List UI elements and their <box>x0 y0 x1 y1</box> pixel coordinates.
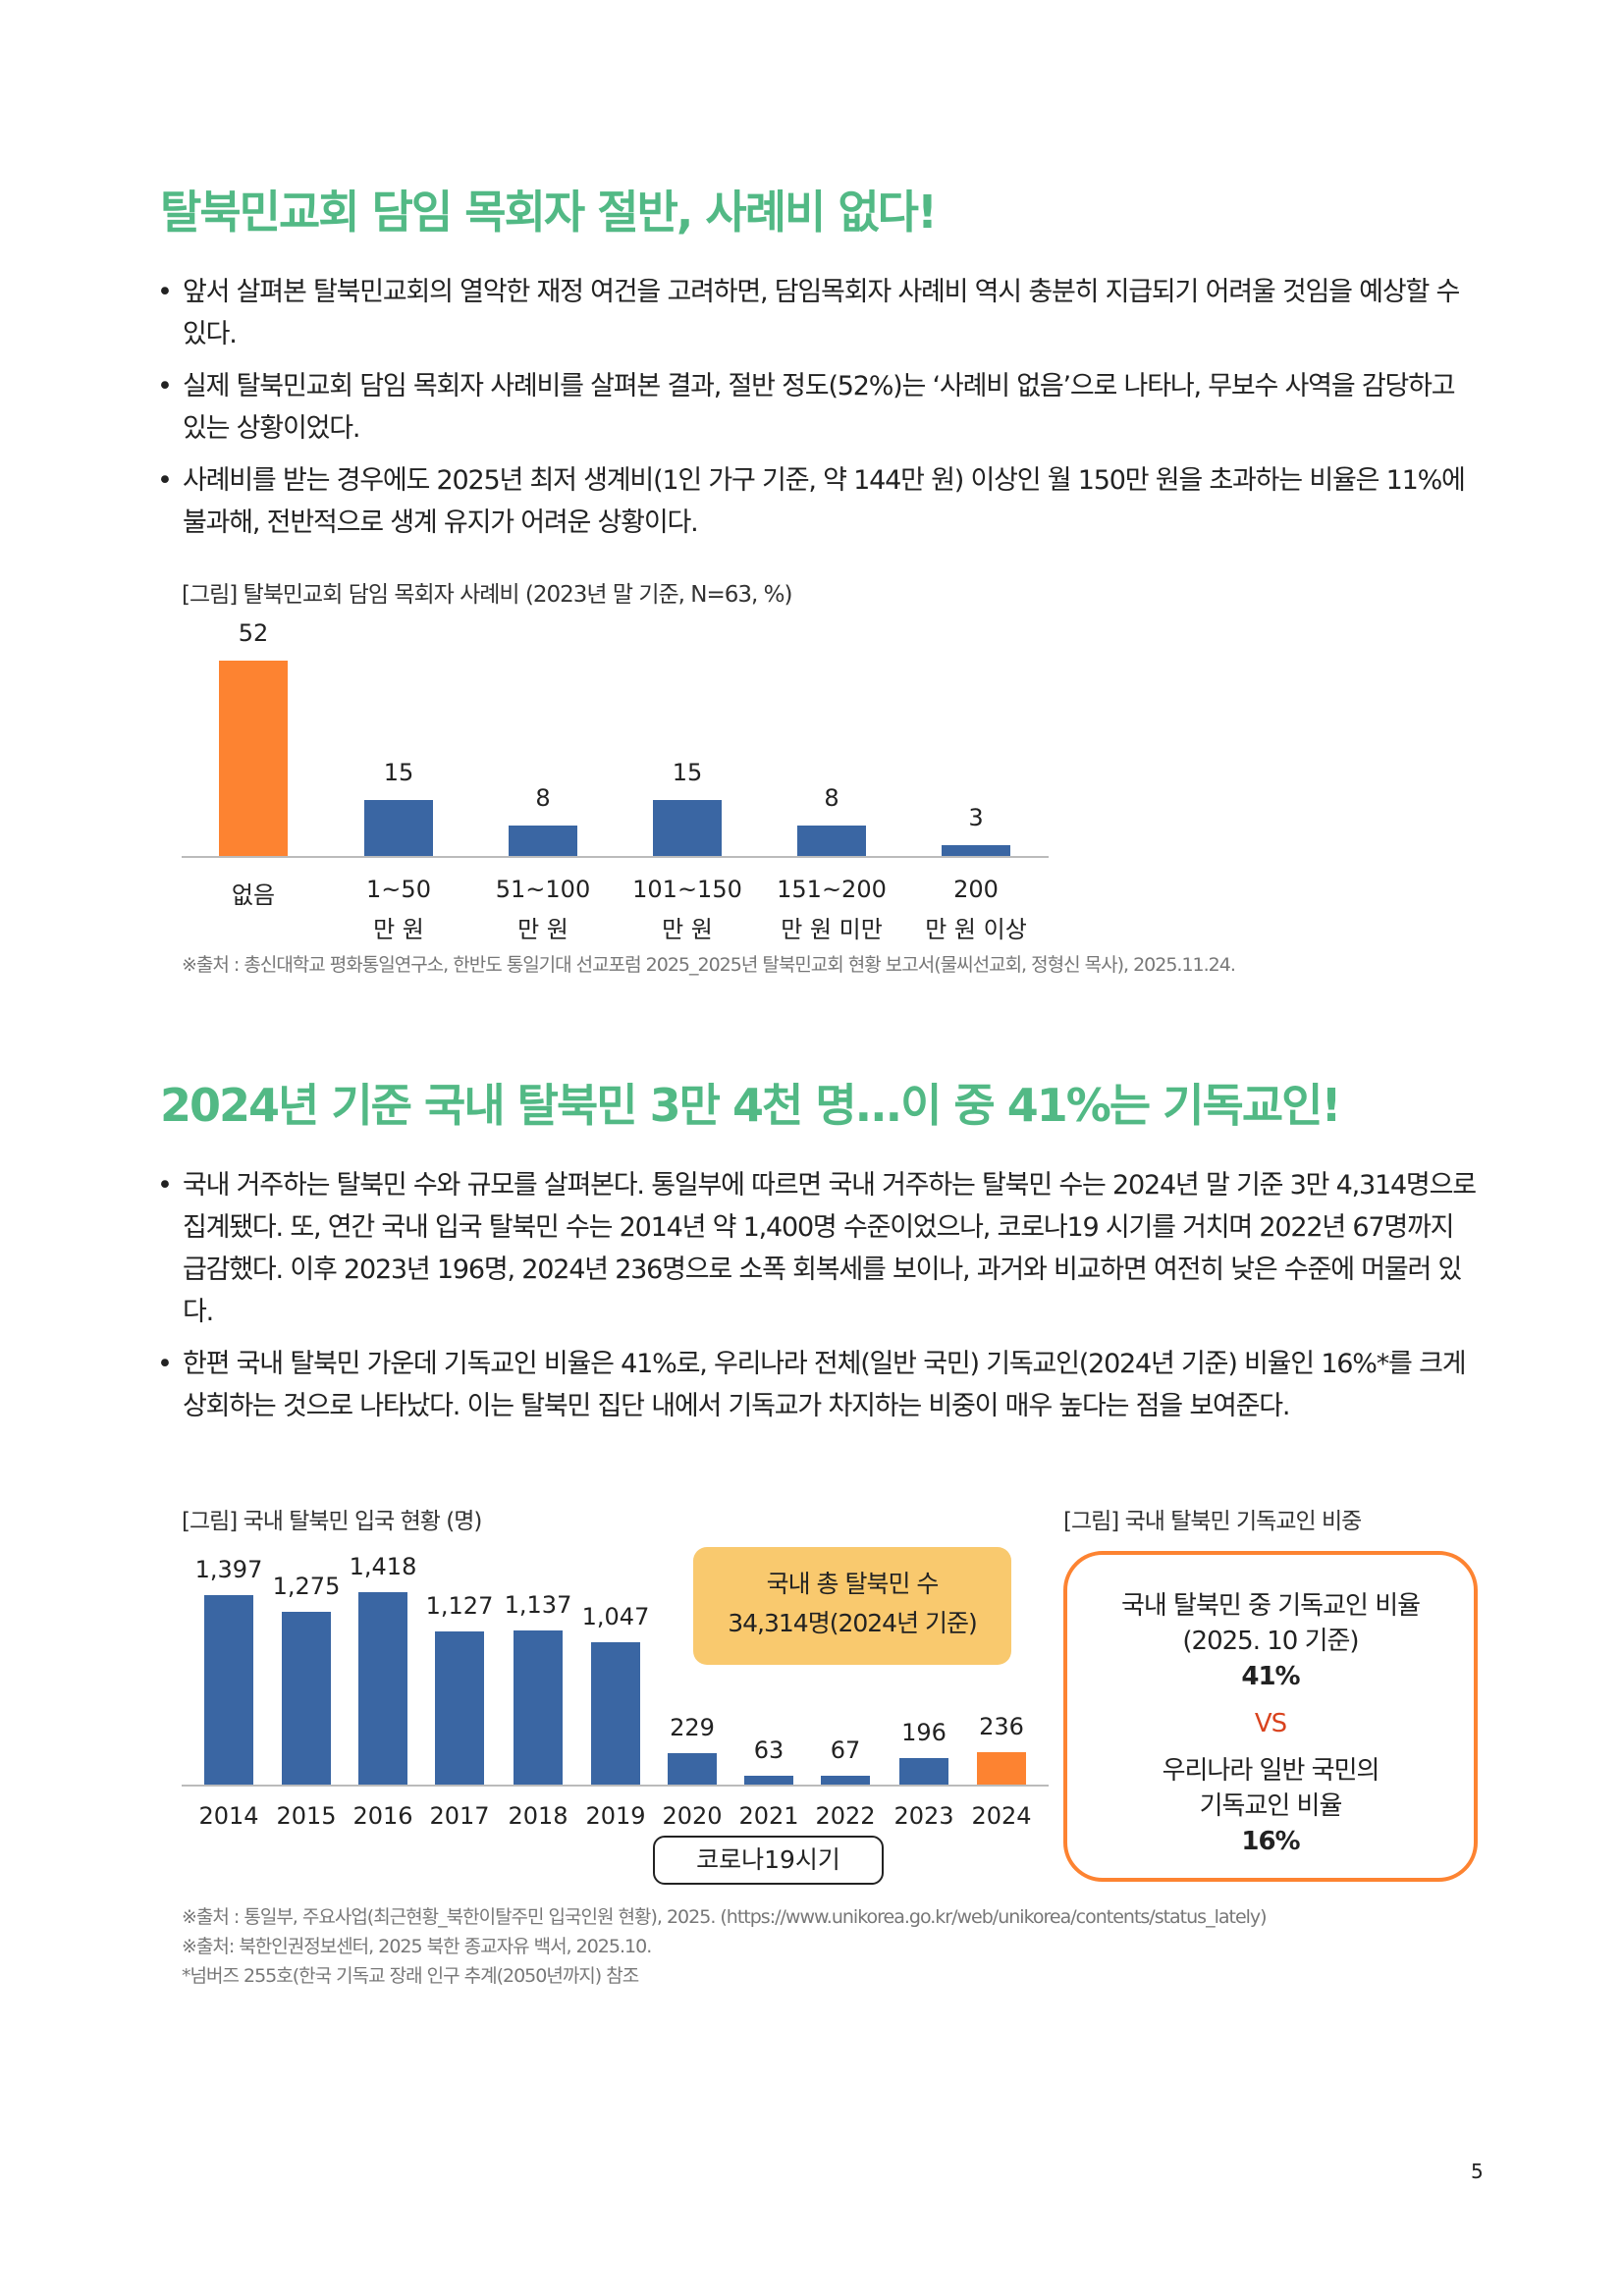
data-label: 15 <box>383 758 414 786</box>
chart1: 52 없음 15 1~50 만 원 8 51~100 만 원 15 101~150 만 원 8 151~… <box>0 0 1623 943</box>
bar <box>204 1594 253 1785</box>
data-label: 15 <box>672 758 703 786</box>
chart2-source-1: ※출처 : 통일부, 주요사업(최근현황_북한이탈주민 입국인원 현황), 20… <box>182 1906 1268 1928</box>
x-axis-line <box>182 1785 1049 1787</box>
data-label: 1,137 <box>504 1590 572 1619</box>
data-label: 67 <box>830 1735 861 1764</box>
category-label: 2019 <box>585 1802 646 1830</box>
christian-ratio-box: 국내 탈북민 중 기독교인 비율 (2025. 10 기준) 41% VS 우리… <box>1063 1551 1478 1882</box>
category-label: 101~150 <box>632 876 742 903</box>
data-label: 3 <box>968 803 984 831</box>
bar <box>653 799 722 856</box>
section1-title: 탈북민교회 담임 목회자 절반, 사례비 없다! <box>160 186 938 239</box>
category-label: 151~200 <box>777 876 887 903</box>
bullet-item: 앞서 살펴본 탈북민교회의 열악한 재정 여건을 고려하면, 담임목회자 사례비… <box>157 271 1483 355</box>
bar <box>797 826 866 856</box>
data-label: 63 <box>753 1736 784 1765</box>
total-box-label: 국내 총 탈북민 수 <box>766 1570 940 1598</box>
data-label: 1,047 <box>581 1603 650 1631</box>
category-label: 없음 <box>231 881 276 909</box>
bar <box>219 661 288 856</box>
bar <box>514 1629 563 1785</box>
chart1-source: ※출처 : 총신대학교 평화통일연구소, 한반도 통일기대 선교포럼 2025_… <box>182 954 1236 976</box>
category-label: 2020 <box>662 1802 723 1830</box>
data-label: 236 <box>979 1713 1024 1741</box>
category-label: 2014 <box>198 1802 259 1830</box>
bar <box>977 1752 1026 1785</box>
chart2-source-2: ※출처: 북한인권정보센터, 2025 북한 종교자유 백서, 2025.10. <box>182 1936 652 1957</box>
christian-caption: [그림] 국내 탈북민 기독교인 비중 <box>1063 1509 1362 1534</box>
bar <box>744 1776 793 1785</box>
category-label: 2022 <box>815 1802 876 1830</box>
category-label: 2016 <box>352 1802 413 1830</box>
section2-title: 2024년 기준 국내 탈북민 3만 4천 명...이 중 41%는 기독교인! <box>160 1079 1341 1132</box>
chart1-caption: [그림] 탈북민교회 담임 목회자 사례비 (2023년 말 기준, N=63,… <box>182 582 792 608</box>
bar <box>358 1592 407 1785</box>
defector-christian-ratio: 41% <box>1241 1662 1300 1691</box>
data-label: 1,275 <box>272 1572 341 1600</box>
bar <box>364 799 433 856</box>
bullet-item: 실제 탈북민교회 담임 목회자 사례비를 살펴본 결과, 절반 정도(52%)는… <box>157 365 1483 450</box>
christian-box-line1: 국내 탈북민 중 기독교인 비율 <box>1120 1591 1421 1621</box>
bar <box>668 1753 717 1785</box>
bar <box>942 844 1010 856</box>
category-label: 2017 <box>429 1802 490 1830</box>
data-label: 8 <box>824 784 839 813</box>
data-label: 8 <box>535 784 551 813</box>
category-label: 만 원 미만 <box>781 916 883 943</box>
category-label: 2024 <box>971 1802 1032 1830</box>
category-label: 2018 <box>508 1802 568 1830</box>
christian-box-line4: 기독교인 비율 <box>1199 1791 1343 1821</box>
category-label: 만 원 <box>373 916 424 943</box>
total-box-value: 34,314명(2024년 기준) <box>728 1609 978 1637</box>
category-label: 만 원 <box>662 916 713 943</box>
bar <box>821 1775 870 1785</box>
category-label: 2023 <box>893 1802 954 1830</box>
data-label: 52 <box>238 619 269 647</box>
category-label: 1~50 <box>366 876 431 903</box>
section2-bullets: 국내 거주하는 탈북민 수와 규모를 살펴본다. 통일부에 따르면 국내 거주하… <box>157 1164 1483 1437</box>
bar <box>509 826 577 856</box>
category-label: 만 원 이상 <box>925 916 1027 943</box>
bullet-item: 사례비를 받는 경우에도 2025년 최저 생계비(1인 가구 기준, 약 14… <box>157 459 1483 544</box>
bullet-item: 국내 거주하는 탈북민 수와 규모를 살펴본다. 통일부에 따르면 국내 거주하… <box>157 1164 1483 1333</box>
x-axis-line <box>182 856 1049 858</box>
chart2: 1,397 2014 1,275 2015 1,418 2016 1,127 2017 1,13… <box>0 0 1623 1830</box>
category-label: 51~100 <box>495 876 591 903</box>
vs-label: VS <box>1254 1709 1287 1738</box>
category-label: 2021 <box>738 1802 799 1830</box>
chart2-note: *넘버즈 255호(한국 기독교 장래 인구 추계(2050년까지) 참조 <box>182 1965 639 1987</box>
national-christian-ratio: 16% <box>1241 1827 1300 1856</box>
data-label: 1,127 <box>425 1592 494 1621</box>
total-defectors-box: 국내 총 탈북민 수 34,314명(2024년 기준) <box>693 1547 1011 1665</box>
data-label: 1,418 <box>349 1553 417 1580</box>
bar <box>899 1757 948 1785</box>
bar <box>282 1611 331 1785</box>
category-label: 2015 <box>276 1802 337 1830</box>
data-label: 196 <box>901 1718 947 1746</box>
page-number: 5 <box>1471 2160 1484 2183</box>
category-label: 만 원 <box>517 916 568 943</box>
category-label: 200 <box>953 876 999 903</box>
bar <box>435 1631 484 1785</box>
bullet-item: 한편 국내 탈북민 가운데 기독교인 비율은 41%로, 우리나라 전체(일반 … <box>157 1343 1483 1427</box>
data-label: 1,397 <box>194 1555 263 1583</box>
corona-period-label: 코로나19시기 <box>653 1836 884 1885</box>
christian-box-line3: 우리나라 일반 국민의 <box>1162 1756 1380 1786</box>
christian-box-line2: (2025. 10 기준) <box>1182 1627 1359 1656</box>
chart2-caption: [그림] 국내 탈북민 입국 현황 (명) <box>182 1509 482 1534</box>
section1-bullets: 앞서 살펴본 탈북민교회의 열악한 재정 여건을 고려하면, 담임목회자 사례비… <box>157 271 1483 554</box>
bar <box>591 1642 640 1785</box>
data-label: 229 <box>670 1714 715 1742</box>
